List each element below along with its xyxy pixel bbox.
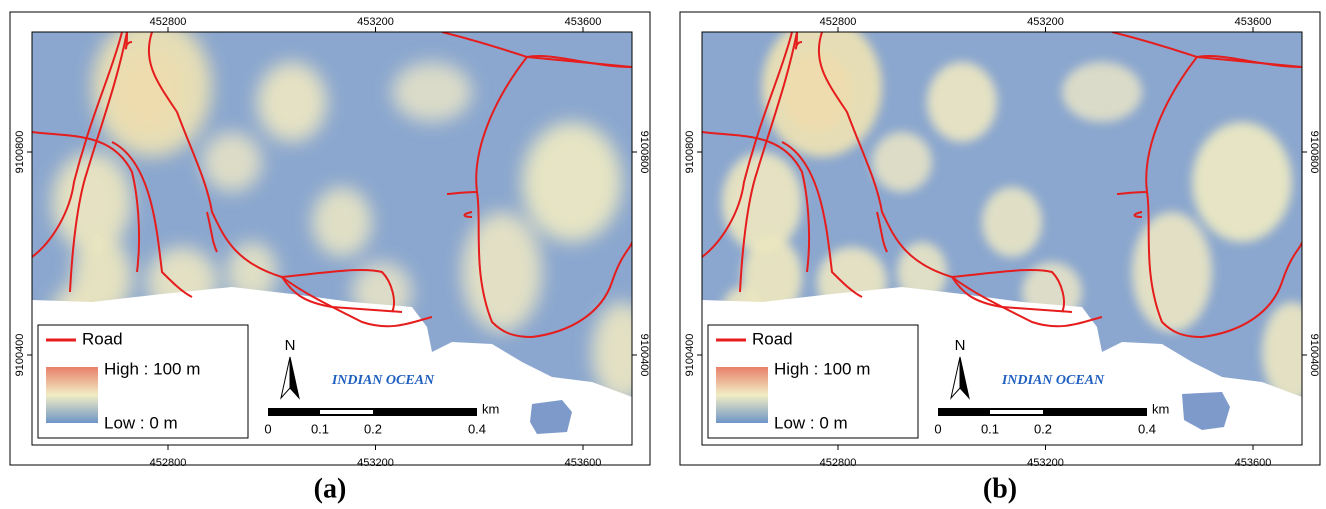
elevation-blob: [52, 152, 132, 252]
north-label: N: [955, 337, 966, 354]
legend-low: Low : 0 m: [774, 413, 848, 432]
elevation-blob: [202, 132, 262, 192]
legend-high: High : 100 m: [774, 359, 870, 378]
legend-gradient: [716, 367, 768, 423]
legend-gradient: [46, 367, 98, 423]
legend-road: Road: [752, 329, 793, 348]
elevation-blob: [392, 62, 472, 122]
x-tick-label: 452800: [820, 457, 857, 469]
caption: (a): [314, 473, 347, 504]
x-tick-label: 453600: [1235, 16, 1272, 28]
y-tick-label: 9100400: [638, 334, 650, 377]
y-tick-label: 9100800: [1308, 131, 1320, 174]
scale-label: 0.2: [1034, 421, 1052, 436]
elevation-blob: [1132, 212, 1212, 332]
x-tick-label: 452800: [150, 16, 187, 28]
legend-road: Road: [82, 329, 123, 348]
elevation-blob: [257, 62, 327, 142]
y-tick-label: 9100800: [684, 131, 696, 174]
y-tick-label: 9100400: [684, 334, 696, 377]
elevation-blob: [462, 212, 542, 332]
y-tick-label: 9100400: [1308, 334, 1320, 377]
elevation-blob: [762, 17, 882, 157]
scale-segment: [320, 410, 373, 414]
x-tick-label: 453200: [357, 16, 394, 28]
scale-label: 0: [934, 421, 941, 436]
scale-unit: km: [1152, 401, 1169, 416]
elevation-blob: [312, 187, 372, 257]
scale-label: 0: [264, 421, 271, 436]
elevation-blob: [92, 17, 212, 157]
elevation-blob: [1062, 62, 1142, 122]
elevation-blob: [522, 122, 622, 242]
ocean-label: INDIAN OCEAN: [1001, 373, 1105, 388]
elevation-blob: [872, 132, 932, 192]
x-tick-label: 453600: [565, 16, 602, 28]
map-panel: 452800 452800 453200 453200 453600 453600 9100…: [10, 12, 652, 504]
scale-unit: km: [482, 401, 499, 416]
island: [530, 400, 572, 434]
scale-label: 0.1: [311, 421, 329, 436]
legend-high: High : 100 m: [104, 359, 200, 378]
ocean-label: INDIAN OCEAN: [331, 373, 435, 388]
y-tick-label: 9100800: [14, 131, 26, 174]
y-tick-label: 9100400: [14, 334, 26, 377]
caption: (b): [983, 473, 1017, 504]
scale-label: 0.2: [364, 421, 382, 436]
x-tick-label: 453200: [357, 457, 394, 469]
x-tick-label: 453200: [1027, 457, 1064, 469]
legend-low: Low : 0 m: [104, 413, 178, 432]
y-tick-label: 9100800: [638, 131, 650, 174]
x-tick-label: 452800: [820, 16, 857, 28]
figure: 452800 452800 453200 453200 453600 453600 9100…: [0, 0, 1326, 509]
elevation-blob: [722, 152, 802, 252]
x-tick-label: 452800: [150, 457, 187, 469]
scale-label: 0.1: [981, 421, 999, 436]
scale-segment: [990, 410, 1043, 414]
scale-label: 0.4: [1138, 421, 1156, 436]
elevation-blob: [1192, 122, 1292, 242]
x-tick-label: 453600: [565, 457, 602, 469]
elevation-blob: [982, 187, 1042, 257]
x-tick-label: 453200: [1027, 16, 1064, 28]
elevation-blob: [927, 62, 997, 142]
map-panel: 452800 452800 453200 453200 453600 453600 9100…: [680, 12, 1322, 504]
north-label: N: [285, 337, 296, 354]
scale-label: 0.4: [468, 421, 486, 436]
x-tick-label: 453600: [1235, 457, 1272, 469]
